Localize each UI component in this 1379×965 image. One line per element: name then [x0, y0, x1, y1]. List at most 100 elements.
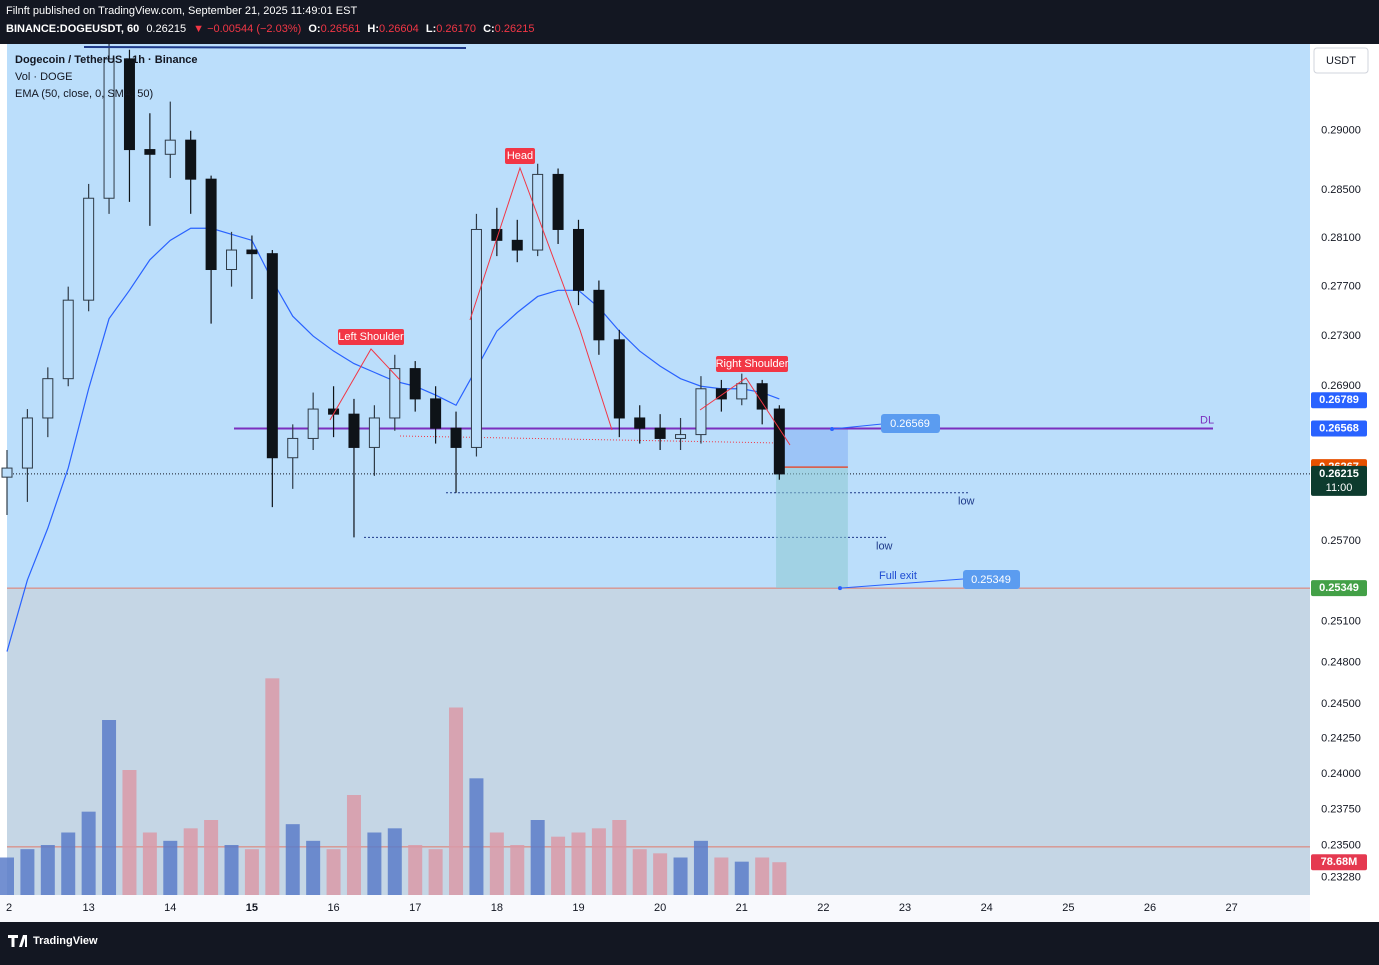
annotation-label: Head	[507, 150, 533, 162]
volume-bar	[326, 849, 341, 895]
pattern-line	[469, 166, 613, 431]
volume-bar	[510, 845, 525, 895]
candle-body	[675, 434, 687, 439]
candle-body	[83, 197, 95, 301]
price-label-box	[1311, 580, 1367, 597]
volume-bar	[285, 824, 300, 895]
y-tick-label: 0.26900	[1321, 380, 1361, 392]
volume-bar	[122, 770, 137, 895]
candle-body	[246, 249, 258, 255]
stop-connector	[831, 423, 883, 430]
candle-body	[593, 289, 605, 341]
time-axis-bg	[0, 895, 1310, 922]
volume-bar	[571, 832, 586, 895]
y-tick-label: 0.27700	[1321, 281, 1361, 293]
logo-text: TradingView	[33, 935, 98, 947]
volume-label-box	[1311, 854, 1367, 871]
volume-bar	[653, 853, 668, 895]
x-tick-label: 18	[491, 902, 503, 914]
annotation-box	[338, 329, 404, 345]
candle-body	[266, 253, 278, 459]
y-tick-label: 0.23280	[1321, 871, 1361, 883]
x-tick-label: 23	[899, 902, 911, 914]
y-tick-label: 0.24800	[1321, 656, 1361, 668]
x-tick-label: 17	[409, 902, 421, 914]
plot	[0, 44, 1310, 895]
currency-button[interactable]	[1313, 47, 1369, 74]
candle-body	[164, 139, 176, 155]
candle-body	[307, 408, 319, 439]
candle-body	[450, 427, 462, 448]
y-tick-label: 0.29000	[1321, 125, 1361, 137]
currency-text[interactable]: USDT	[1326, 55, 1356, 67]
x-tick-label: 14	[164, 902, 176, 914]
candle-body	[736, 383, 748, 400]
candle-body	[348, 413, 360, 448]
volume-bar	[734, 861, 749, 895]
volume-bar	[346, 795, 361, 895]
volume-bar	[755, 857, 770, 895]
candle-body	[1, 467, 13, 478]
volume-bar	[40, 845, 55, 895]
low-label: low	[876, 540, 893, 552]
x-tick-label: 24	[981, 902, 993, 914]
annotation-label: Right Shoulder	[716, 358, 789, 370]
candle-body	[572, 228, 584, 291]
price-label-box	[1311, 465, 1367, 496]
target-dot	[838, 586, 842, 591]
target-label: 0.25349	[971, 574, 1011, 586]
price-label: 0.26789	[1319, 394, 1359, 406]
y-tick-label: 0.28100	[1321, 232, 1361, 244]
target-zone-bg	[7, 588, 1310, 895]
volume-bar	[102, 720, 117, 895]
x-tick-label: 27	[1225, 902, 1237, 914]
volume-bar	[142, 832, 157, 895]
stop-dot	[830, 427, 834, 431]
candle-body	[144, 149, 156, 155]
last-price: 0.26215	[146, 23, 186, 35]
volume-bar	[530, 820, 545, 895]
price-label: 0.25349	[1319, 582, 1359, 594]
high: 0.26604	[379, 23, 419, 35]
candle-body	[511, 239, 523, 251]
stop-label: 0.26569	[890, 418, 930, 430]
logo-mark	[8, 935, 27, 947]
candle-body	[21, 417, 33, 469]
h-label: H:	[367, 23, 379, 35]
top-drawing	[83, 46, 467, 49]
y-tick-label: 0.23750	[1321, 803, 1361, 815]
volume-bar	[408, 845, 423, 895]
candle-body	[226, 249, 238, 271]
candle-body	[103, 58, 115, 199]
candle-body	[695, 388, 707, 436]
volume-bar	[204, 820, 219, 895]
price-label: 0.26215	[1319, 468, 1359, 480]
x-tick-label: 26	[1144, 902, 1156, 914]
target-zone	[776, 467, 848, 589]
candle-body	[389, 368, 401, 419]
volume-bar	[265, 678, 280, 895]
annotation-box	[716, 356, 788, 372]
volume-bar	[306, 840, 321, 895]
candle-body	[715, 388, 727, 400]
dotted-neck	[399, 435, 781, 444]
candle-body	[409, 368, 421, 400]
tv-logo: TradingView	[8, 935, 98, 947]
volume-bar	[367, 832, 382, 895]
y-tick-label: 0.23500	[1321, 839, 1361, 851]
countdown: 11:00	[1326, 482, 1353, 494]
x-tick-label: 25	[1062, 902, 1074, 914]
volume-bar	[224, 845, 239, 895]
x-tick-label: 20	[654, 902, 666, 914]
publish-line: Filnft published on TradingView.com, Sep…	[6, 5, 357, 17]
y-tick-label: 0.25700	[1321, 535, 1361, 547]
footer-bg	[0, 922, 1379, 960]
volume-bar	[469, 778, 484, 895]
candle-body	[185, 139, 197, 180]
x-tick-label: 21	[736, 902, 748, 914]
candle-body	[773, 408, 785, 475]
volume-bar	[183, 828, 198, 895]
y-tick-label: 0.24500	[1321, 698, 1361, 710]
candle-body	[205, 178, 217, 271]
